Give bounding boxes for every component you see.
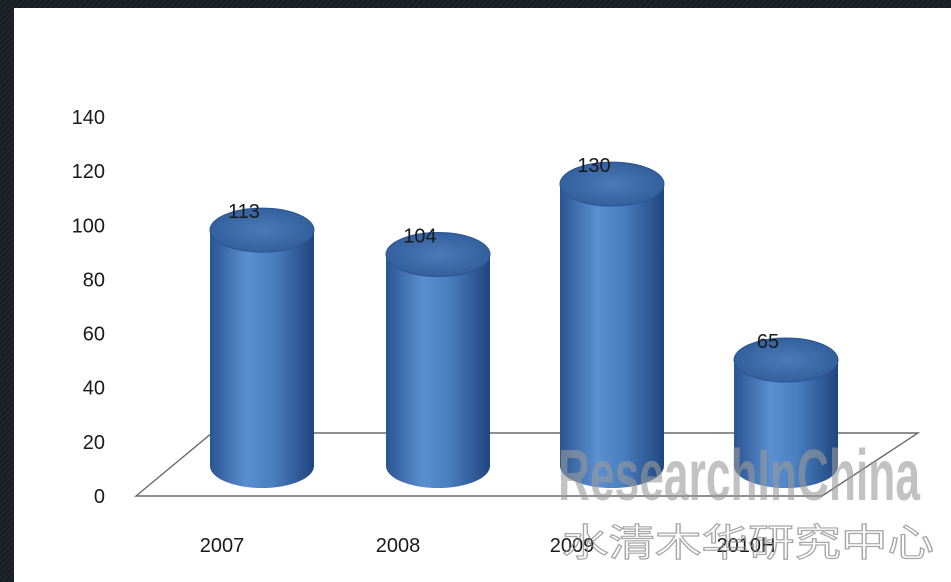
data-labels: 113 104 130 65 [228, 155, 779, 353]
y-tick-label: 60 [83, 324, 105, 346]
y-tick-label: 100 [72, 215, 105, 237]
watermark-chinese: 水清木华研究中心 [562, 521, 934, 565]
x-tick-label: 2010H [717, 535, 776, 557]
bar-top [559, 161, 665, 207]
y-tick-label: 140 [72, 107, 105, 129]
x-axis: 2007 2008 2009 2010H [200, 535, 776, 557]
bars [209, 161, 839, 489]
watermark-latin: ResearchInChina [558, 436, 921, 516]
bar-body [386, 254, 490, 488]
bar-body [734, 360, 838, 488]
bar-2007 [209, 207, 315, 489]
x-tick-label: 2008 [376, 535, 421, 557]
y-tick-label: 40 [83, 378, 105, 400]
y-tick-label: 120 [72, 161, 105, 183]
bar-top [385, 231, 491, 277]
bar-top [209, 207, 315, 253]
y-axis: 0 20 40 60 80 100 120 140 [72, 107, 105, 508]
data-label: 130 [577, 155, 610, 177]
watermark: ResearchInChina 水清木华研究中心 [558, 436, 935, 566]
y-tick-label: 20 [83, 432, 105, 454]
bar-body [210, 230, 314, 489]
chart-floor [134, 432, 921, 497]
bar-2010H [733, 337, 839, 488]
data-label: 113 [228, 201, 260, 223]
bar-top [733, 337, 839, 383]
y-tick-label: 80 [83, 269, 105, 291]
x-tick-label: 2009 [550, 535, 595, 557]
floor-plane [134, 432, 921, 497]
bar-2009 [559, 161, 665, 489]
bar-body [560, 184, 664, 489]
data-label: 104 [403, 225, 436, 247]
bar-2008 [385, 231, 491, 488]
y-tick-label: 0 [94, 486, 105, 508]
data-label: 65 [757, 331, 779, 353]
x-tick-label: 2007 [200, 535, 245, 557]
